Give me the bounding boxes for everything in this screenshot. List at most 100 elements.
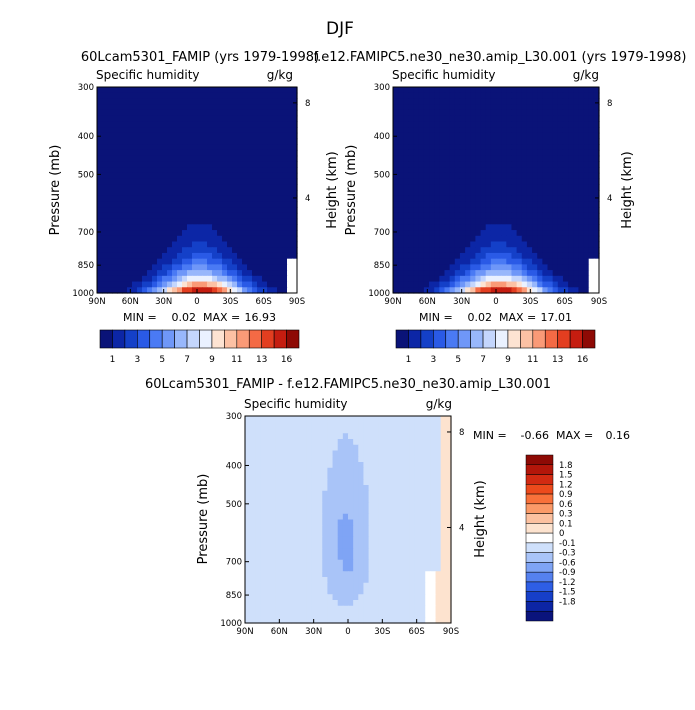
panel-diff-cell bbox=[409, 462, 416, 469]
panel-diff-cell bbox=[301, 565, 308, 572]
panel-left-cell bbox=[112, 121, 118, 128]
panel-diff-cell bbox=[342, 433, 349, 440]
panel-diff-cell bbox=[404, 525, 411, 532]
panel-left-cell bbox=[172, 144, 178, 151]
panel-left-cell bbox=[162, 92, 168, 100]
panel-left-cell bbox=[117, 224, 123, 231]
panel-left-cell bbox=[127, 224, 133, 231]
panel-left-cell bbox=[127, 212, 133, 220]
panel-left-cell bbox=[137, 264, 143, 271]
panel-left-cell bbox=[192, 287, 198, 294]
panel-right-colorbar-swatch bbox=[507, 329, 521, 349]
panel-diff-cell bbox=[384, 611, 390, 618]
panel-left-cell bbox=[167, 247, 173, 254]
panel-left-cell bbox=[157, 104, 163, 111]
panel-right-cell bbox=[511, 218, 518, 225]
panel-left-cell bbox=[182, 138, 188, 145]
panel-right-cell bbox=[578, 92, 585, 100]
panel-right-cell bbox=[547, 224, 554, 231]
panel-right-cell bbox=[423, 167, 430, 174]
panel-left-cell bbox=[187, 144, 193, 151]
panel-diff-cell bbox=[358, 594, 365, 601]
panel-left-cell bbox=[172, 190, 178, 197]
panel-diff-cell bbox=[420, 554, 426, 561]
panel-right-cell bbox=[439, 195, 446, 203]
panel-right-cell bbox=[552, 184, 559, 191]
panel-left-cell bbox=[187, 92, 193, 100]
panel-diff-cell bbox=[348, 444, 354, 452]
panel-diff-cell bbox=[337, 594, 344, 601]
panel-left-cell bbox=[202, 121, 208, 128]
panel-left-cell bbox=[137, 275, 143, 283]
panel-diff-cell bbox=[306, 559, 313, 567]
panel-left-cell bbox=[97, 241, 103, 248]
panel-diff-cell bbox=[430, 588, 437, 595]
panel-left-cell bbox=[192, 121, 198, 128]
panel-left-cell bbox=[97, 98, 103, 105]
panel-diff-cell bbox=[260, 588, 267, 595]
panel-diff-cell bbox=[373, 554, 380, 561]
panel-diff-cell bbox=[337, 588, 344, 595]
panel-diff-cell bbox=[425, 565, 431, 572]
panel-right-cell bbox=[454, 184, 461, 191]
panel-diff-cell bbox=[425, 473, 431, 480]
panel-right-cell bbox=[449, 92, 456, 100]
panel-diff-cell bbox=[245, 421, 251, 429]
panel-right-cell bbox=[465, 167, 471, 174]
panel-diff-cell bbox=[368, 444, 375, 452]
panel-diff-cell bbox=[301, 444, 308, 452]
panel-diff-cell bbox=[306, 462, 313, 469]
panel-left-cell bbox=[257, 172, 263, 180]
panel-left-cell bbox=[167, 155, 173, 162]
panel-right-cell bbox=[444, 258, 451, 265]
panel-left-cell bbox=[172, 224, 178, 231]
panel-left-cell bbox=[127, 252, 133, 260]
panel-diff-cell bbox=[389, 600, 395, 607]
panel-left-cell bbox=[262, 115, 268, 122]
panel-diff-cell bbox=[425, 531, 431, 538]
panel-diff-cell bbox=[327, 554, 334, 561]
panel-diff-cell bbox=[425, 439, 431, 446]
panel-left-cell bbox=[282, 115, 288, 122]
panel-right-cell bbox=[516, 224, 523, 231]
panel-right-cell bbox=[547, 287, 554, 294]
panel-right-cell bbox=[403, 212, 410, 220]
panel-left-cell bbox=[242, 247, 248, 254]
panel-left-cell bbox=[237, 127, 243, 134]
panel-right-cell bbox=[459, 104, 466, 111]
panel-left-cell bbox=[167, 207, 173, 214]
panel-right-cell bbox=[480, 230, 487, 237]
panel-right-cell bbox=[408, 212, 415, 220]
panel-left-cell bbox=[242, 98, 248, 105]
panel-diff-cell bbox=[322, 554, 328, 561]
panel-diff-cell bbox=[440, 462, 447, 469]
panel-right-cell bbox=[547, 127, 554, 134]
panel-diff-cell bbox=[353, 502, 359, 509]
panel-diff-cell bbox=[414, 502, 421, 509]
panel-diff-colorbar-swatch bbox=[525, 454, 554, 466]
panel-diff-cell bbox=[420, 416, 426, 423]
panel-right-cell bbox=[542, 218, 549, 225]
panel-diff-cell bbox=[337, 519, 344, 526]
panel-left-cell bbox=[287, 149, 293, 157]
panel-left-cell bbox=[167, 109, 173, 117]
panel-right-cell bbox=[521, 167, 528, 174]
panel-left-cell bbox=[252, 241, 258, 248]
panel-left-cell bbox=[132, 178, 138, 185]
panel-right-cell bbox=[521, 184, 528, 191]
panel-right-cell bbox=[423, 201, 430, 208]
panel-diff-cell bbox=[260, 467, 267, 475]
panel-right-cell bbox=[449, 218, 456, 225]
panel-diff-cell bbox=[409, 571, 416, 578]
panel-left-cell bbox=[107, 195, 113, 203]
panel-right-cell bbox=[537, 167, 543, 174]
panel-right-cell bbox=[547, 155, 554, 162]
panel-right-cell bbox=[532, 92, 538, 100]
panel-diff-cell bbox=[358, 467, 365, 475]
panel-diff-cell bbox=[275, 485, 282, 492]
panel-diff-cell bbox=[260, 490, 267, 498]
panel-left-cell bbox=[127, 207, 133, 214]
panel-right-cell bbox=[459, 247, 466, 254]
panel-right-cell bbox=[511, 212, 518, 220]
panel-left-cell bbox=[277, 270, 283, 277]
